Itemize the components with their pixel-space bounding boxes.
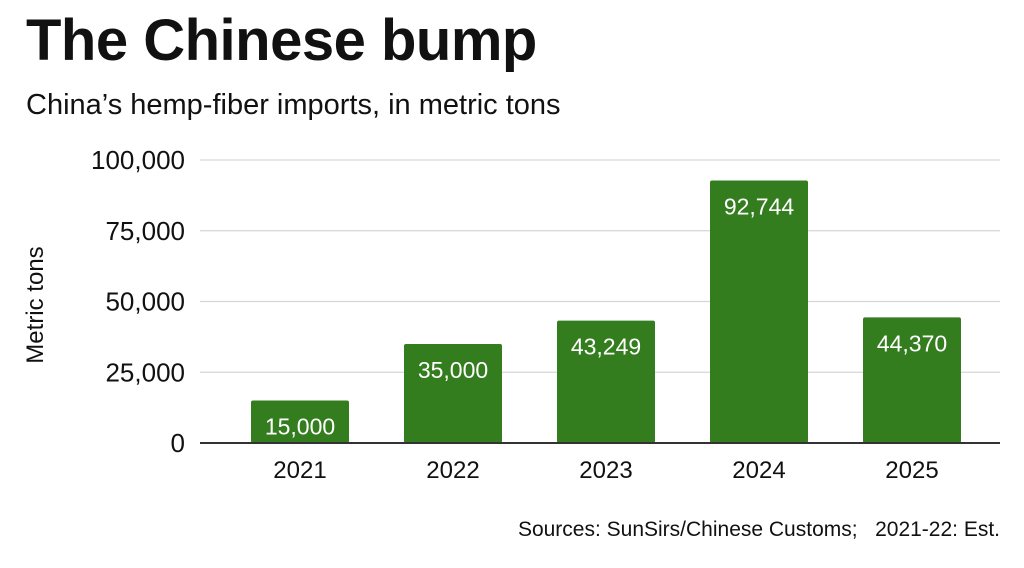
bar <box>557 320 655 443</box>
source-note: Sources: SunSirs/Chinese Customs; 2021-2… <box>517 518 1000 541</box>
bar <box>863 317 961 443</box>
bar <box>251 400 349 443</box>
y-tick-label: 100,000 <box>91 145 185 175</box>
y-tick-label: 50,000 <box>105 287 185 317</box>
data-label: 35,000 <box>418 357 488 383</box>
data-label: 92,744 <box>724 194 795 220</box>
data-label: 15,000 <box>265 414 335 440</box>
data-label: 43,249 <box>571 334 641 360</box>
data-label: 44,370 <box>877 330 947 356</box>
chart-subtitle: China’s hemp-fiber imports, in metric to… <box>26 89 561 121</box>
bar <box>710 180 808 443</box>
y-tick-label: 25,000 <box>105 357 185 387</box>
x-tick-label: 2024 <box>732 457 785 484</box>
chart-title: The Chinese bump <box>26 8 537 73</box>
x-tick-label: 2022 <box>426 457 479 484</box>
bar <box>404 343 502 443</box>
x-tick-label: 2025 <box>885 457 938 484</box>
y-tick-label: 75,000 <box>105 216 185 246</box>
y-tick-label: 0 <box>171 428 185 458</box>
x-tick-label: 2023 <box>579 457 632 484</box>
x-tick-label: 2021 <box>273 457 326 484</box>
